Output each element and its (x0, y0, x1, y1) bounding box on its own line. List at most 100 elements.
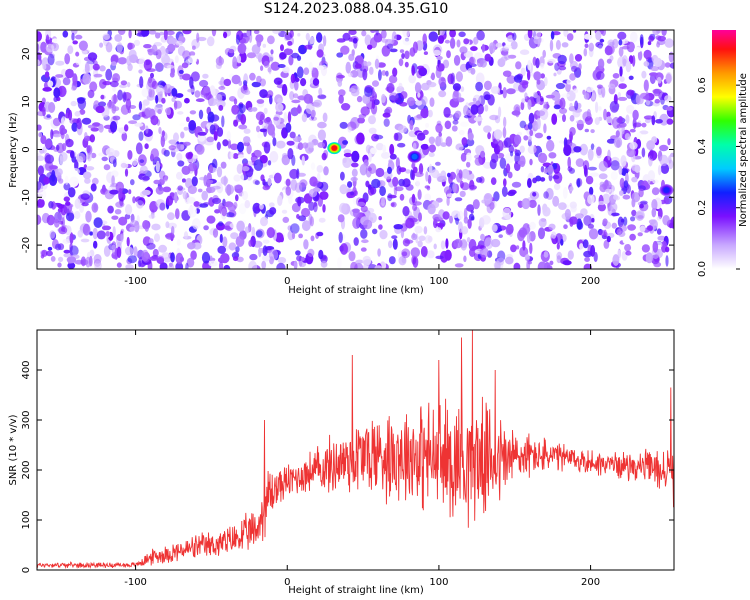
spectrogram-cell (149, 256, 158, 261)
spectrogram-cell (216, 141, 221, 151)
spectrogram-cell (629, 31, 638, 43)
spectrogram-cell (75, 58, 82, 66)
spectrogram-cell (589, 172, 599, 177)
spectrogram-cell (591, 92, 596, 101)
spectrogram-cell (219, 261, 224, 269)
spectrogram-cell (241, 166, 250, 172)
spectrogram-cell (418, 235, 426, 242)
spectrogram-cell (627, 224, 636, 231)
spectrogram-cell (540, 166, 545, 173)
spectrogram-cell (543, 191, 549, 199)
spectrogram-cell (532, 192, 537, 197)
spectrogram-cell (602, 218, 608, 225)
spectrogram-cell (276, 97, 283, 105)
spectrogram-cell (567, 156, 571, 169)
spectrogram-cell (317, 121, 327, 129)
spectrogram-cell (233, 98, 238, 105)
spectrogram-cell (502, 207, 512, 219)
spectrogram-hotspot (331, 145, 338, 151)
spectrogram-cell (618, 224, 627, 233)
spectrogram-cell (420, 143, 429, 150)
spectrogram-cell (641, 70, 647, 79)
spectrogram-cell (42, 106, 46, 117)
spectrogram-cell (193, 201, 199, 207)
spectrogram-cell (118, 187, 123, 200)
spectrogram-cell (113, 93, 117, 105)
spectrogram-cell (360, 106, 370, 116)
spectrogram-cell (459, 190, 466, 198)
spectrogram-cell (451, 125, 458, 132)
spectrogram-x-label: Height of straight line (km) (288, 285, 424, 296)
spectrogram-cell (187, 242, 196, 250)
spectrogram-cell (208, 257, 216, 262)
spectrogram-cell (575, 158, 585, 168)
spectrogram-cell (453, 55, 461, 66)
spectrogram-cell (593, 251, 598, 263)
spectrogram-cell (389, 48, 398, 53)
spectrogram-cell (337, 214, 345, 223)
spectrogram-cell (317, 195, 323, 207)
spectrogram-cell (454, 263, 464, 268)
spectrogram-cell (141, 88, 150, 98)
spectrogram-cell (341, 103, 351, 111)
spectrogram-cell (170, 67, 175, 75)
spectrogram-cell (322, 204, 326, 213)
spectrogram-cell (148, 214, 156, 219)
spectrogram-cell (444, 120, 452, 130)
spectrogram-cell (438, 131, 443, 138)
spectrogram-cell (262, 178, 266, 186)
spectrogram-cell (390, 202, 395, 207)
spectrogram-cell (596, 146, 602, 156)
spectrogram-cell (339, 184, 348, 195)
spectrogram-cell (527, 30, 533, 39)
spectrogram-cell (305, 32, 310, 41)
spectrogram-cell (246, 52, 257, 59)
spectrogram-cell (546, 135, 552, 140)
spectrogram-cell (303, 67, 310, 75)
spectrogram-cell (443, 107, 451, 118)
spectrogram-cell (458, 129, 465, 136)
spectrogram-cell (437, 175, 447, 183)
spectrogram-cell (322, 35, 327, 47)
spectrogram-cell (656, 42, 660, 48)
spectrogram-cell (452, 83, 461, 91)
spectrogram-cell (244, 200, 251, 209)
spectrogram-cell (111, 104, 117, 114)
spectrogram-cell (585, 175, 594, 185)
spectrogram-cell (130, 179, 135, 186)
spectrogram-cell (392, 67, 398, 77)
spectrogram-cell (527, 99, 532, 110)
spectrogram-cell (80, 238, 90, 243)
spectrogram-cell (428, 81, 437, 88)
spectrogram-cell (353, 237, 359, 246)
spectrogram-cell (338, 89, 346, 97)
spectrogram-cell (237, 154, 245, 158)
spectrogram-cell (345, 61, 352, 74)
spectrogram-cell (301, 113, 308, 123)
spectrogram-cell (655, 119, 663, 124)
spectrogram-cell (435, 161, 441, 166)
spectrogram-cell (115, 201, 125, 208)
spectrogram-cell (206, 179, 214, 184)
spectrogram-cell (258, 247, 262, 258)
spectrogram-cell (109, 121, 118, 133)
spectrogram-cell (561, 42, 569, 48)
spectrogram-cell (551, 113, 558, 125)
spectrogram-cell (426, 250, 435, 259)
spectrogram-cell (182, 190, 188, 200)
spectrogram-cell (424, 193, 432, 201)
spectrogram-cell (93, 217, 103, 229)
spectrogram-cell (574, 54, 583, 62)
spectrogram-cell (646, 140, 655, 151)
colorbar-tick-label: 0.4 (697, 138, 708, 154)
spectrogram-cell (646, 225, 654, 231)
spectrogram-cell (85, 210, 92, 223)
spectrogram-cell (445, 136, 453, 147)
spectrogram-cell (161, 97, 166, 104)
spectrogram-cell (659, 154, 669, 167)
spectrogram-cell (643, 49, 652, 60)
spectrogram-cell (255, 230, 263, 238)
spectrogram-cell (381, 70, 387, 76)
spectrogram-cell (226, 131, 232, 142)
spectrogram-cell (246, 144, 252, 155)
